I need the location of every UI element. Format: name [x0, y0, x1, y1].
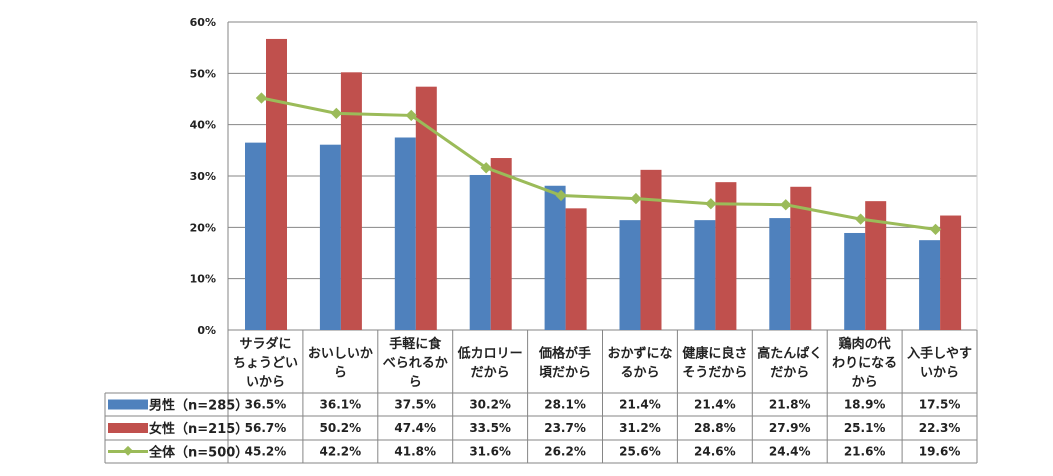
- category-label: そうだから: [682, 366, 747, 381]
- legend-key-female: [108, 423, 148, 433]
- data-cell: 24.6%: [694, 445, 736, 459]
- data-cell: 21.8%: [769, 398, 811, 412]
- data-cell: 24.4%: [769, 445, 811, 459]
- data-cell: 28.8%: [694, 421, 736, 435]
- category-label: 低カロリー: [457, 346, 523, 362]
- category-label: だから: [471, 366, 510, 381]
- data-cell: 50.2%: [320, 421, 362, 435]
- total-marker: [630, 192, 642, 205]
- data-cell: 45.2%: [245, 445, 287, 459]
- female-bar: [865, 201, 887, 330]
- category-label: だから: [770, 366, 809, 381]
- legend-label: 全体（n=500）: [148, 445, 248, 461]
- data-cell: 41.8%: [394, 445, 436, 459]
- data-cell: 31.6%: [469, 445, 511, 459]
- male-bar: [844, 232, 866, 330]
- data-cell: 36.1%: [320, 398, 362, 412]
- total-marker: [255, 92, 268, 104]
- female-bar: [490, 158, 512, 330]
- male-bar: [319, 144, 341, 330]
- female-bar: [415, 86, 437, 331]
- y-tick-label: 50%: [190, 67, 216, 80]
- data-cell: 25.6%: [619, 445, 661, 459]
- data-cell: 21.6%: [844, 445, 886, 459]
- total-marker: [330, 107, 343, 120]
- y-tick-label: 40%: [190, 119, 216, 132]
- total-marker: [780, 199, 792, 211]
- y-tick-label: 60%: [190, 16, 216, 29]
- male-bar: [919, 240, 941, 330]
- data-cell: 30.2%: [469, 398, 511, 412]
- category-label: 鶏肉の代: [839, 336, 891, 352]
- category-label: 頃だから: [539, 366, 591, 381]
- male-bar: [544, 185, 566, 330]
- category-label: ら: [409, 375, 422, 390]
- data-cell: 36.5%: [245, 398, 287, 412]
- data-cell: 27.9%: [769, 421, 811, 435]
- total-line: [261, 96, 936, 231]
- data-cell: 19.6%: [919, 445, 961, 459]
- data-cell: 42.2%: [320, 445, 362, 459]
- total-marker: [480, 162, 492, 174]
- data-cell: 56.7%: [245, 421, 287, 435]
- category-label: 入手しやす: [907, 346, 972, 362]
- male-bar: [769, 218, 791, 330]
- y-tick-label: 0%: [197, 324, 216, 337]
- category-label: 手軽に食: [389, 336, 442, 352]
- total-marker: [929, 223, 942, 236]
- total-marker: [854, 213, 867, 225]
- data-cell: 31.2%: [619, 421, 661, 435]
- category-label: ちょうどい: [233, 356, 298, 371]
- data-cell: 37.5%: [394, 398, 436, 412]
- female-bar: [340, 72, 362, 330]
- y-tick-label: 20%: [190, 221, 216, 234]
- female-bar: [640, 169, 662, 330]
- category-label: わりになる: [832, 356, 897, 371]
- total-marker: [555, 189, 567, 202]
- category-label: 高たんぱく: [757, 346, 822, 362]
- category-label: おかずにな: [607, 346, 672, 362]
- data-cell: 21.4%: [619, 398, 661, 412]
- data-cell: 23.7%: [544, 421, 586, 435]
- data-cell: 22.3%: [919, 421, 961, 435]
- female-bar: [565, 208, 587, 330]
- male-bar: [469, 174, 491, 330]
- legend-key-marker: [123, 445, 133, 456]
- female-bar: [790, 186, 812, 330]
- female-bar: [715, 182, 737, 330]
- category-label: べられるか: [383, 356, 448, 371]
- y-tick-label: 10%: [190, 273, 216, 286]
- category-label: から: [852, 375, 878, 390]
- category-label: 価格が手: [538, 346, 591, 362]
- data-cell: 21.4%: [694, 398, 736, 412]
- male-bar: [394, 137, 416, 330]
- y-tick-label: 30%: [190, 170, 216, 183]
- category-label: 健康に良さ: [682, 346, 747, 362]
- data-cell: 28.1%: [544, 398, 586, 412]
- legend-key-male: [108, 399, 148, 410]
- male-bar: [619, 220, 641, 330]
- category-label: サラダに: [239, 336, 291, 352]
- female-bar: [940, 215, 962, 330]
- data-cell: 26.2%: [544, 445, 586, 459]
- category-label: いから: [920, 366, 959, 381]
- data-cell: 17.5%: [919, 398, 961, 412]
- data-cell: 18.9%: [844, 398, 886, 412]
- category-label: いから: [246, 375, 285, 390]
- legend-label: 男性（n=285）: [149, 398, 248, 414]
- data-cell: 33.5%: [469, 421, 511, 435]
- data-cell: 47.4%: [394, 421, 436, 435]
- data-cell: 25.1%: [844, 421, 886, 435]
- female-bar: [266, 38, 287, 330]
- male-bar: [245, 142, 266, 330]
- male-bar: [694, 220, 716, 330]
- category-label: おいしいか: [308, 347, 373, 362]
- category-label: るから: [620, 366, 659, 381]
- legend-label: 女性（n=215）: [149, 421, 248, 437]
- total-marker: [705, 198, 717, 210]
- category-label: ら: [334, 366, 347, 381]
